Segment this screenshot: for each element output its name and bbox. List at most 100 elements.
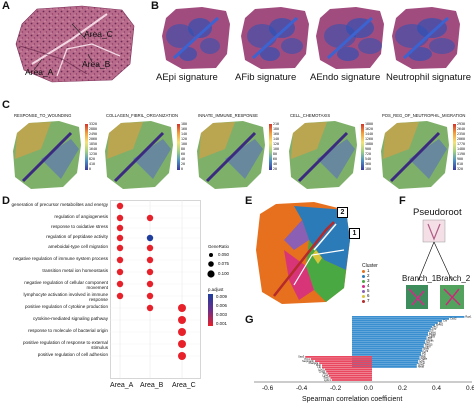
- branch-1-label: Branch_1: [402, 274, 437, 283]
- score-map-tick: 40: [273, 162, 277, 166]
- positive-gene-label: Ccdc9: [428, 335, 436, 339]
- legend-generatio-label: 0.075: [218, 261, 229, 266]
- score-map-tick: 100: [181, 142, 187, 146]
- positive-correlation-bar: [352, 362, 419, 364]
- dotplot-dot: [178, 304, 186, 312]
- negative-correlation-bar: [331, 379, 372, 381]
- positive-gene-label: Eff2: [428, 337, 433, 341]
- score-map-tick: 1080: [365, 142, 373, 146]
- positive-correlation-bar: [352, 330, 430, 332]
- positive-correlation-bar: [352, 360, 419, 362]
- negative-correlation-bar: [329, 374, 372, 377]
- score-map-tick: 60: [181, 152, 185, 156]
- legend-generatio-dots: [207, 253, 215, 278]
- score-map-tick: 140: [181, 132, 187, 136]
- score-map-colorbar: [85, 124, 88, 170]
- score-map-tick: 0: [181, 167, 183, 171]
- dotplot-dot: [116, 224, 124, 232]
- dotplot-dot: [116, 268, 124, 276]
- dotplot-term-label: positive regulation of response to exter…: [22, 340, 108, 350]
- panel-letter-e: E: [245, 195, 253, 207]
- score-map-tick: 1640: [89, 147, 97, 151]
- branch-2-label: Branch_2: [436, 274, 471, 283]
- score-map-tick: 1230: [89, 152, 97, 156]
- score-map-tick: 1440: [365, 132, 373, 136]
- positive-gene-label: Cxcr6: [429, 331, 436, 335]
- negative-correlation-bar: [322, 364, 372, 367]
- cluster-label: 3: [367, 278, 370, 283]
- score-map-tick: 40: [181, 157, 185, 161]
- dotplot-dot: [178, 316, 186, 324]
- correlation-barchart: Rgs1 Cxcl2CrxSicNr4a1Ier2ZapGcCxcr6Pdgfrl…: [254, 315, 472, 383]
- positive-gene-label: Ccl: [422, 353, 426, 357]
- dotplot-dot: [146, 268, 154, 276]
- score-map-tick: 2350: [457, 132, 465, 136]
- label-area-b: Area_B: [82, 59, 111, 69]
- dotplot-term-label: positive regulation of cell adhesion: [37, 352, 108, 357]
- panel-letter-b: B: [151, 0, 159, 12]
- negative-gene-label: Mup: [316, 363, 322, 367]
- positive-gene-label: Nedd: [418, 365, 425, 369]
- positive-correlation-bar: [352, 336, 427, 338]
- label-area-a: Area_A: [25, 67, 54, 77]
- panel-e-cluster-map: [256, 202, 350, 304]
- score-map-1: [13, 121, 81, 189]
- cluster-legend-item: 2: [362, 273, 382, 279]
- signature-map-1: [162, 7, 230, 69]
- correlation-x-tick: 0.6: [466, 385, 474, 392]
- score-map-colorbar: [453, 124, 456, 170]
- dotplot-dot: [178, 352, 186, 360]
- dotplot-dot: [146, 280, 154, 288]
- cluster-legend-item: 1: [362, 268, 382, 274]
- negative-correlation-bar: [315, 360, 372, 362]
- positive-gene-label: Rab25: [425, 343, 433, 347]
- cluster-swatch: [362, 275, 365, 278]
- score-map-tick: 80: [273, 152, 277, 156]
- dotplot-dot: [116, 234, 124, 242]
- cluster-label: 7: [367, 298, 370, 303]
- score-map-tick: 180: [181, 122, 187, 126]
- dotplot-term-label: response to oxidative stress: [51, 224, 108, 229]
- dotplot-term-label: transition metal ion homeostasis: [42, 268, 108, 273]
- score-map-colorbar: [269, 124, 272, 170]
- negative-correlation-bar: [324, 368, 372, 371]
- score-map-title: CELL_CHEMOTAXIS: [290, 113, 331, 118]
- negative-correlation-bar: [310, 358, 372, 360]
- dotplot-x-area-a: Area_A: [110, 382, 134, 389]
- cluster-swatch: [362, 290, 365, 293]
- negative-gene-label: Pdt: [323, 372, 327, 376]
- dotplot-dot: [116, 256, 124, 264]
- positive-gene-label: Nr4a1: [436, 323, 444, 327]
- legend-padj-label: 0.009: [216, 294, 227, 299]
- cluster-label: 2: [367, 273, 370, 278]
- score-map-colorbar: [361, 124, 364, 170]
- correlation-x-tick: 0.0: [364, 385, 374, 392]
- score-map-4: [289, 121, 357, 189]
- positive-correlation-bar: [352, 352, 421, 354]
- score-map-tick: 180: [365, 167, 371, 171]
- positive-correlation-bar: [352, 340, 426, 342]
- score-map-tick: 2930: [457, 122, 465, 126]
- positive-gene-label: Rarb: [423, 347, 429, 351]
- legend-padj-colorbar: [208, 294, 213, 326]
- positive-gene-label: Cxcl2: [450, 317, 457, 321]
- dotplot-dot: [178, 340, 186, 348]
- score-map-tick: 900: [457, 157, 463, 161]
- panel-letter-d: D: [2, 195, 10, 207]
- negative-gene-label: Sod3: [323, 376, 330, 380]
- positive-gene-label: Laptl: [425, 345, 431, 349]
- score-map-tick: 1850: [89, 142, 97, 146]
- score-map-tick: 20: [181, 162, 185, 166]
- score-map-tick: 210: [273, 122, 279, 126]
- score-map-tick: 1770: [457, 142, 465, 146]
- dotplot-x-area-b: Area_B: [140, 382, 164, 389]
- score-map-tick: 120: [181, 137, 187, 141]
- score-map-tick: 2060: [457, 137, 465, 141]
- positive-correlation-bar: [352, 338, 427, 340]
- correlation-x-tick: -0.6: [262, 385, 274, 392]
- dotplot-dot: [146, 244, 154, 252]
- score-map-title: COLLAGEN_FIBRIL_ORGANIZATION: [106, 113, 179, 118]
- dotplot-dot: [146, 214, 154, 222]
- negative-gene-label: Ly6c1: [324, 378, 331, 382]
- score-map-tick: 1800: [365, 122, 373, 126]
